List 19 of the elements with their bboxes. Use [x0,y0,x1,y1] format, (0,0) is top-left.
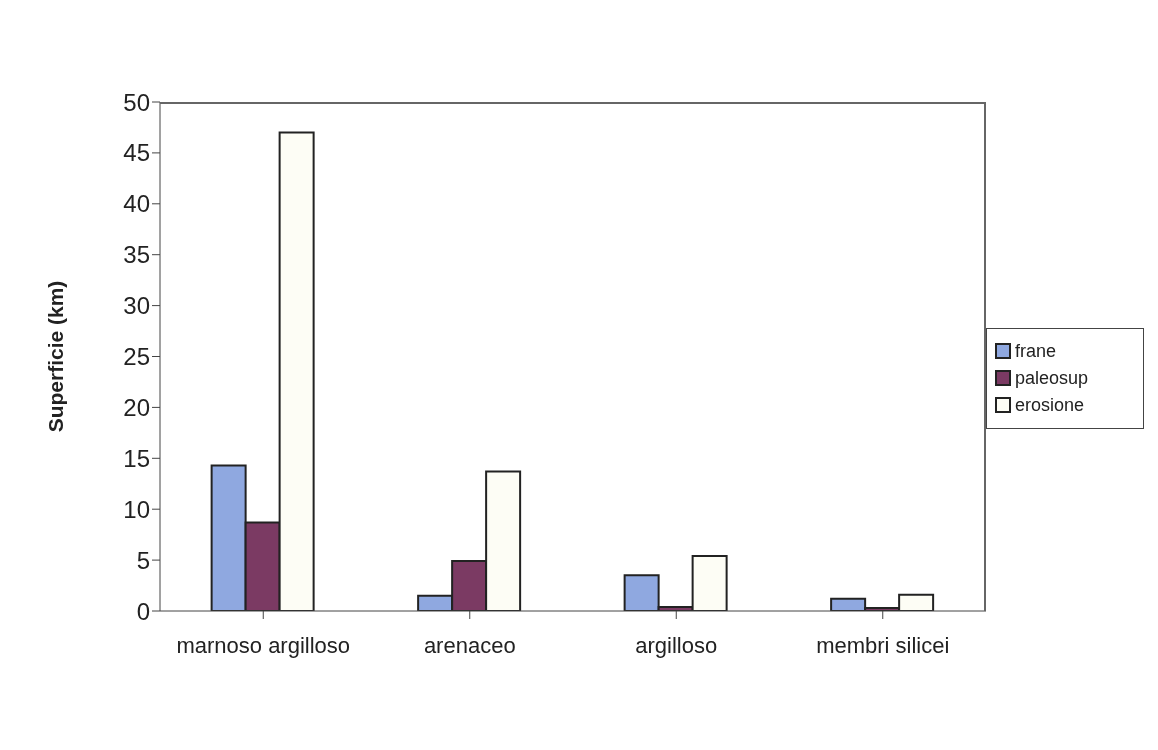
y-tick-label: 40 [123,190,150,218]
y-tick-label: 15 [123,444,150,472]
y-tick-label: 5 [136,546,150,574]
y-tick-label: 45 [123,139,150,167]
legend-label: erosione [1015,394,1085,416]
x-tick-label: argilloso [635,632,718,658]
x-tick-label: marnoso argilloso [176,632,351,658]
y-tick-label: 35 [123,241,150,269]
y-tick-label: 25 [123,343,150,371]
y-tick-label: 0 [136,597,150,625]
legend-label: frane [1015,340,1057,362]
x-tick-label: arenaceo [423,632,516,658]
x-tick-label: membri silicei [816,632,950,658]
y-tick-label: 20 [123,393,150,421]
y-tick-label: 50 [123,88,150,116]
y-tick-label: 10 [123,495,150,523]
y-axis-title: Superficie (km) [44,280,68,433]
legend-label: paleosup [1015,367,1089,389]
y-tick-label: 30 [123,292,150,320]
